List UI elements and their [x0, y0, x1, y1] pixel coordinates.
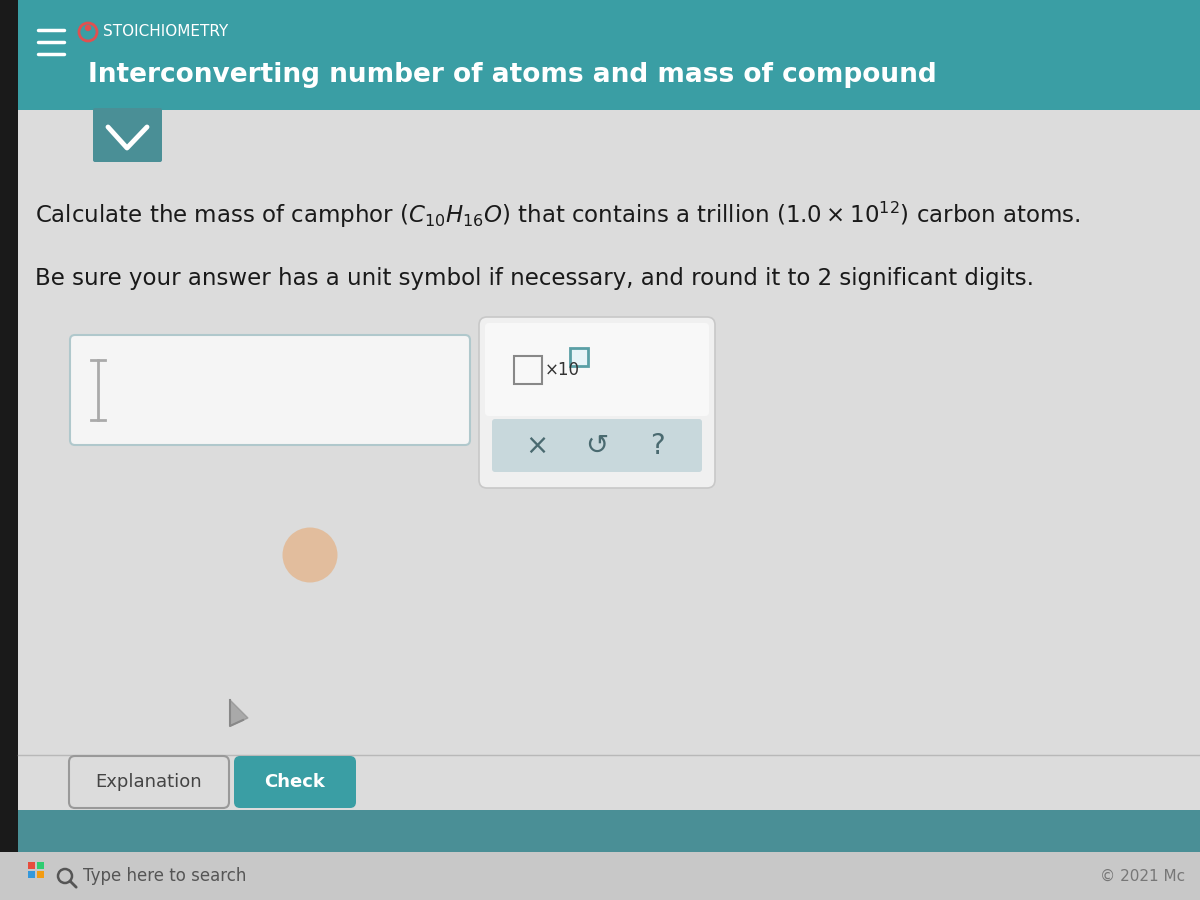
Text: Explanation: Explanation: [96, 773, 203, 791]
FancyBboxPatch shape: [37, 871, 44, 878]
FancyBboxPatch shape: [28, 862, 35, 869]
FancyBboxPatch shape: [18, 0, 1200, 110]
FancyBboxPatch shape: [18, 755, 1200, 810]
Text: Calculate the mass of camphor $\left(C_{10}H_{16}O\right)$ that contains a trill: Calculate the mass of camphor $\left(C_{…: [35, 200, 1080, 230]
Text: STOICHIOMETRY: STOICHIOMETRY: [103, 24, 228, 40]
Polygon shape: [230, 700, 248, 726]
FancyBboxPatch shape: [570, 348, 588, 366]
Text: Type here to search: Type here to search: [83, 867, 246, 885]
Text: ?: ?: [649, 431, 665, 460]
FancyBboxPatch shape: [492, 419, 702, 472]
FancyBboxPatch shape: [479, 317, 715, 488]
FancyBboxPatch shape: [37, 862, 44, 869]
FancyBboxPatch shape: [234, 756, 356, 808]
Text: Interconverting number of atoms and mass of compound: Interconverting number of atoms and mass…: [88, 62, 937, 88]
Text: ↺: ↺: [586, 431, 608, 460]
Text: ×: ×: [526, 431, 548, 460]
FancyBboxPatch shape: [70, 756, 229, 808]
FancyBboxPatch shape: [485, 323, 709, 416]
FancyBboxPatch shape: [18, 810, 1200, 852]
FancyBboxPatch shape: [0, 0, 18, 900]
FancyBboxPatch shape: [94, 108, 162, 162]
Text: Be sure your answer has a unit symbol if necessary, and round it to 2 significan: Be sure your answer has a unit symbol if…: [35, 266, 1034, 290]
Ellipse shape: [282, 527, 337, 582]
Text: © 2021 Mc: © 2021 Mc: [1100, 868, 1186, 884]
FancyBboxPatch shape: [0, 852, 1200, 900]
FancyBboxPatch shape: [70, 335, 470, 445]
FancyBboxPatch shape: [18, 110, 1200, 810]
FancyBboxPatch shape: [514, 356, 542, 384]
FancyBboxPatch shape: [28, 871, 35, 878]
Circle shape: [85, 25, 90, 31]
Text: ×10: ×10: [545, 361, 580, 379]
Text: Check: Check: [264, 773, 325, 791]
